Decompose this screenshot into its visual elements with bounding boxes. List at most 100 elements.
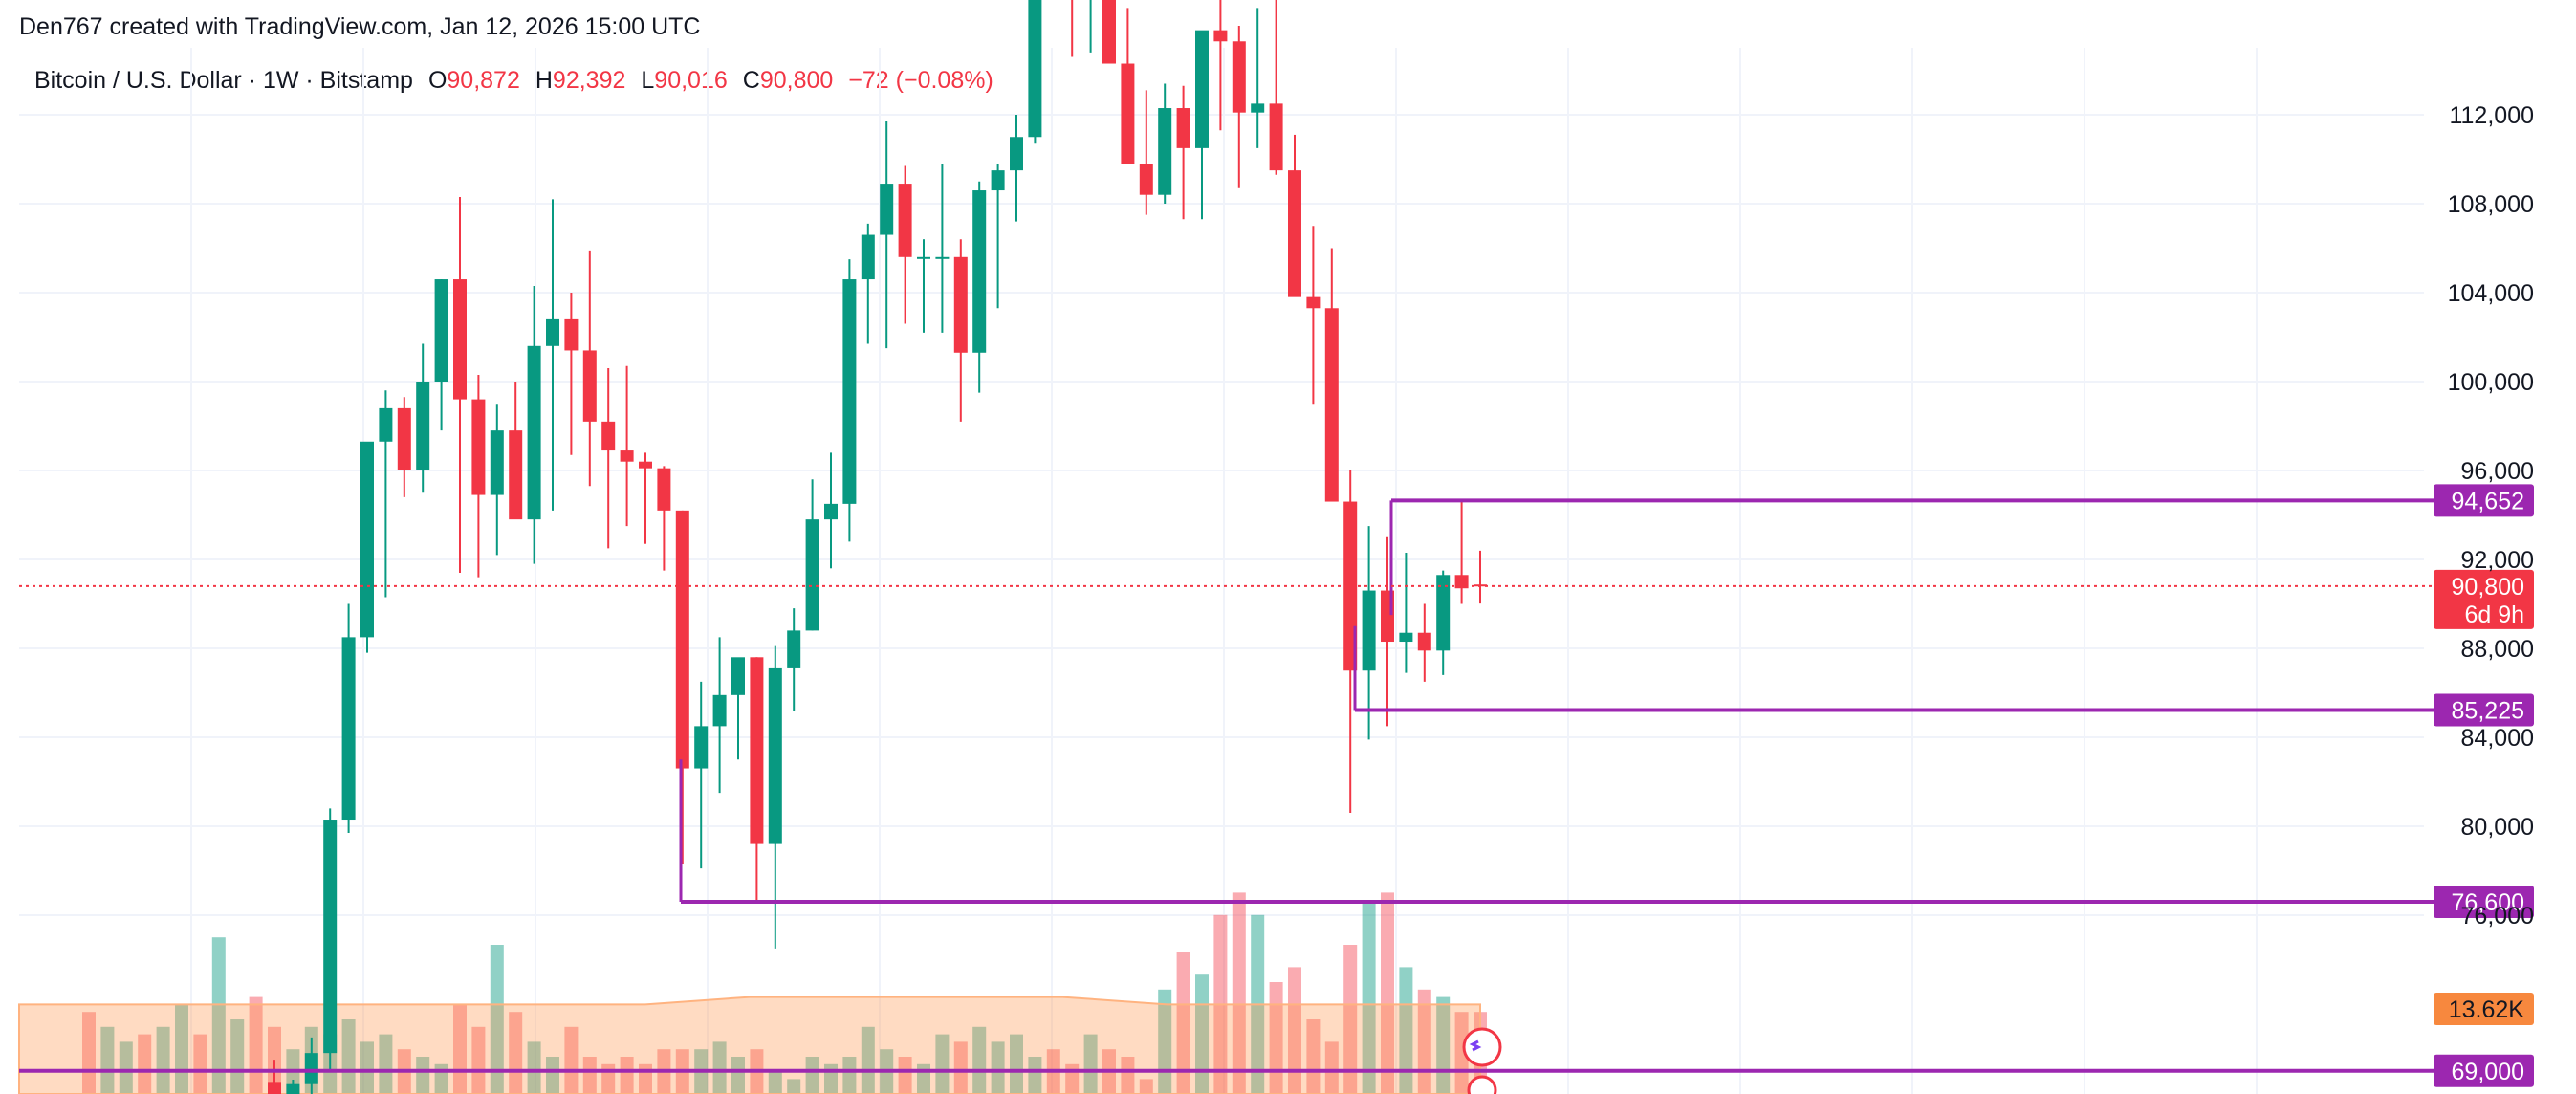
- candle-body: [712, 694, 727, 727]
- low-value: 90,016: [654, 67, 728, 94]
- candle-body: [1324, 308, 1339, 502]
- price-candles: [268, 0, 1487, 1094]
- volume-bar: [935, 1034, 950, 1094]
- volume-bar: [193, 1034, 207, 1094]
- candle-body: [1213, 30, 1228, 42]
- candle-body: [972, 190, 987, 353]
- candle-body: [880, 184, 894, 235]
- candle-body: [1121, 63, 1135, 164]
- candle-body: [861, 234, 875, 280]
- candle-body: [286, 1083, 300, 1094]
- volume-bar: [1343, 945, 1358, 1094]
- volume-bar: [953, 1041, 968, 1094]
- volume-bar: [1269, 982, 1283, 1094]
- volume-bar: [1362, 900, 1376, 1094]
- volume-bar: [712, 1041, 727, 1094]
- candle-body: [1251, 103, 1265, 113]
- candle-body: [416, 382, 430, 470]
- level-price-label: 76,600: [2452, 889, 2524, 916]
- level-price-tag: [2434, 886, 2534, 919]
- volume-bar: [156, 1026, 170, 1094]
- volume-bar: [1176, 952, 1190, 1094]
- candle-body: [657, 468, 671, 511]
- globe-icon[interactable]: [1467, 1075, 1497, 1094]
- candle-body: [898, 184, 912, 257]
- level-price-tag: [2434, 1054, 2534, 1087]
- candle-body: [805, 519, 819, 631]
- y-tick-label: 92,000: [2461, 547, 2534, 574]
- candle-body: [1288, 170, 1301, 297]
- y-tick-label: 84,000: [2461, 725, 2534, 752]
- candle-body: [323, 820, 338, 1054]
- volume-bar: [490, 945, 504, 1094]
- volume-bar: [972, 1026, 987, 1094]
- volume-bar: [527, 1041, 541, 1094]
- volume-bar: [379, 1034, 393, 1094]
- volume-bar: [582, 1057, 597, 1094]
- change-value: −72 (−0.08%): [848, 67, 993, 94]
- volume-bar: [360, 1041, 374, 1094]
- candle-body: [1417, 632, 1431, 651]
- volume-bar: [119, 1041, 133, 1094]
- close-label: C: [742, 67, 760, 94]
- volume-bar: [211, 937, 226, 1094]
- volume-bar: [768, 1071, 782, 1094]
- candle-body: [1454, 575, 1469, 589]
- candle-body: [935, 256, 950, 259]
- volume-bar: [471, 1026, 486, 1094]
- volume-bar: [731, 1057, 745, 1094]
- volume-bar: [1121, 1057, 1135, 1094]
- chart-icons[interactable]: [1462, 1027, 1502, 1094]
- candle-body: [1139, 164, 1153, 195]
- level-price-tag: [2434, 484, 2534, 517]
- candle-body: [824, 503, 838, 520]
- candle-body: [509, 430, 523, 520]
- candle-body: [787, 630, 801, 668]
- volume-label: 13.62K: [2449, 996, 2525, 1023]
- close-value: 90,800: [759, 67, 834, 94]
- last-price-label: 90,800: [2452, 574, 2524, 601]
- volume-bar: [842, 1057, 857, 1094]
- candle-body: [639, 461, 652, 469]
- candle-body: [1010, 137, 1023, 171]
- candle-body: [582, 350, 597, 422]
- candle-body: [991, 170, 1005, 191]
- sparkle-mark: [1469, 1039, 1482, 1052]
- y-tick-label: 104,000: [2448, 280, 2534, 307]
- high-value: 92,392: [552, 67, 626, 94]
- candle-body: [341, 637, 356, 820]
- volume-bar: [1417, 989, 1431, 1094]
- volume-bar: [1399, 967, 1413, 1094]
- volume-bar: [861, 1026, 875, 1094]
- volume-bar: [1306, 1019, 1321, 1094]
- candle-body: [1362, 590, 1376, 671]
- volume-bar: [546, 1057, 559, 1094]
- low-label: L: [641, 67, 655, 94]
- candle-body: [917, 256, 930, 259]
- candle-body: [1158, 108, 1172, 195]
- candle-body: [620, 450, 634, 462]
- high-label: H: [535, 67, 553, 94]
- volume-bar: [341, 1019, 356, 1094]
- volume-ma-area: [18, 996, 1481, 1094]
- candle-body: [360, 441, 374, 638]
- candle-body: [564, 318, 579, 351]
- candle-body: [268, 1082, 281, 1094]
- candle-body: [675, 510, 689, 769]
- volume-bar: [787, 1079, 801, 1094]
- volume-bar: [1083, 1034, 1098, 1094]
- sparkle-icon[interactable]: [1462, 1027, 1502, 1067]
- candle-body: [953, 256, 968, 353]
- price-axis[interactable]: 112,000 108,000 104,000 100,000 96,000 92,000…: [2448, 102, 2534, 930]
- volume-bar: [1454, 1012, 1469, 1094]
- y-tick-label: 96,000: [2461, 458, 2534, 485]
- volume-bar: [82, 1012, 96, 1094]
- candle-body: [453, 279, 467, 400]
- volume-bar: [1288, 967, 1301, 1094]
- volume-bar: [1028, 1057, 1042, 1094]
- candle-body: [1195, 30, 1209, 148]
- y-tick-label: 80,000: [2461, 814, 2534, 841]
